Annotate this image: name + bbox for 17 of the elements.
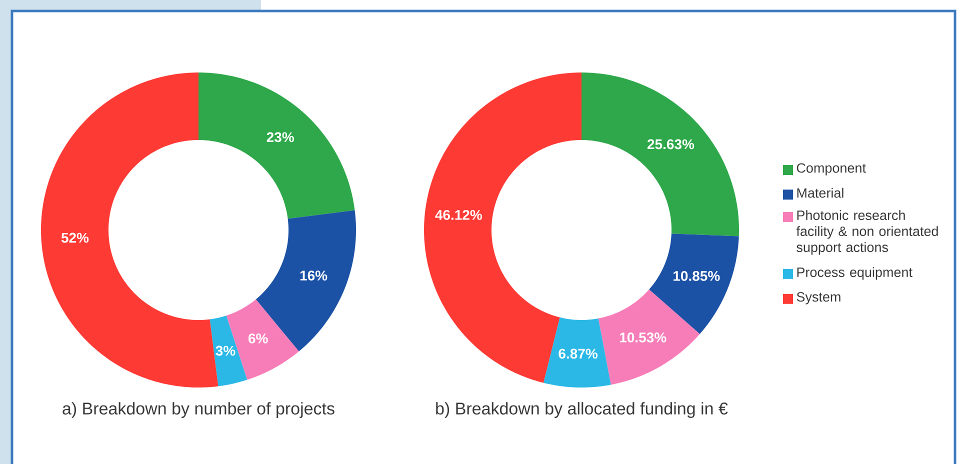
text: b) Breakdown by allocated funding in € xyxy=(436,402,728,418)
data-label: 52% xyxy=(61,232,89,243)
data-label: 6% xyxy=(248,333,268,344)
legend-label: Process equipment xyxy=(797,267,912,280)
data-label: 23% xyxy=(266,132,294,142)
data-label: 25.63% xyxy=(647,139,694,150)
legend-label: Photonic research facility & non orientated support actions xyxy=(796,210,938,255)
text: a) Breakdown by number of projects xyxy=(62,402,334,418)
data-label: 10.53% xyxy=(620,332,666,342)
legend-label: System xyxy=(796,292,840,304)
data-label: 16% xyxy=(300,270,328,281)
legend-label: Material xyxy=(797,188,844,198)
legend-label: Component xyxy=(796,163,866,176)
data-label: 10.85% xyxy=(674,271,720,281)
data-label: 6.87% xyxy=(558,348,598,359)
data-label: 3% xyxy=(216,346,236,356)
data-label: 46.12% xyxy=(435,210,482,220)
